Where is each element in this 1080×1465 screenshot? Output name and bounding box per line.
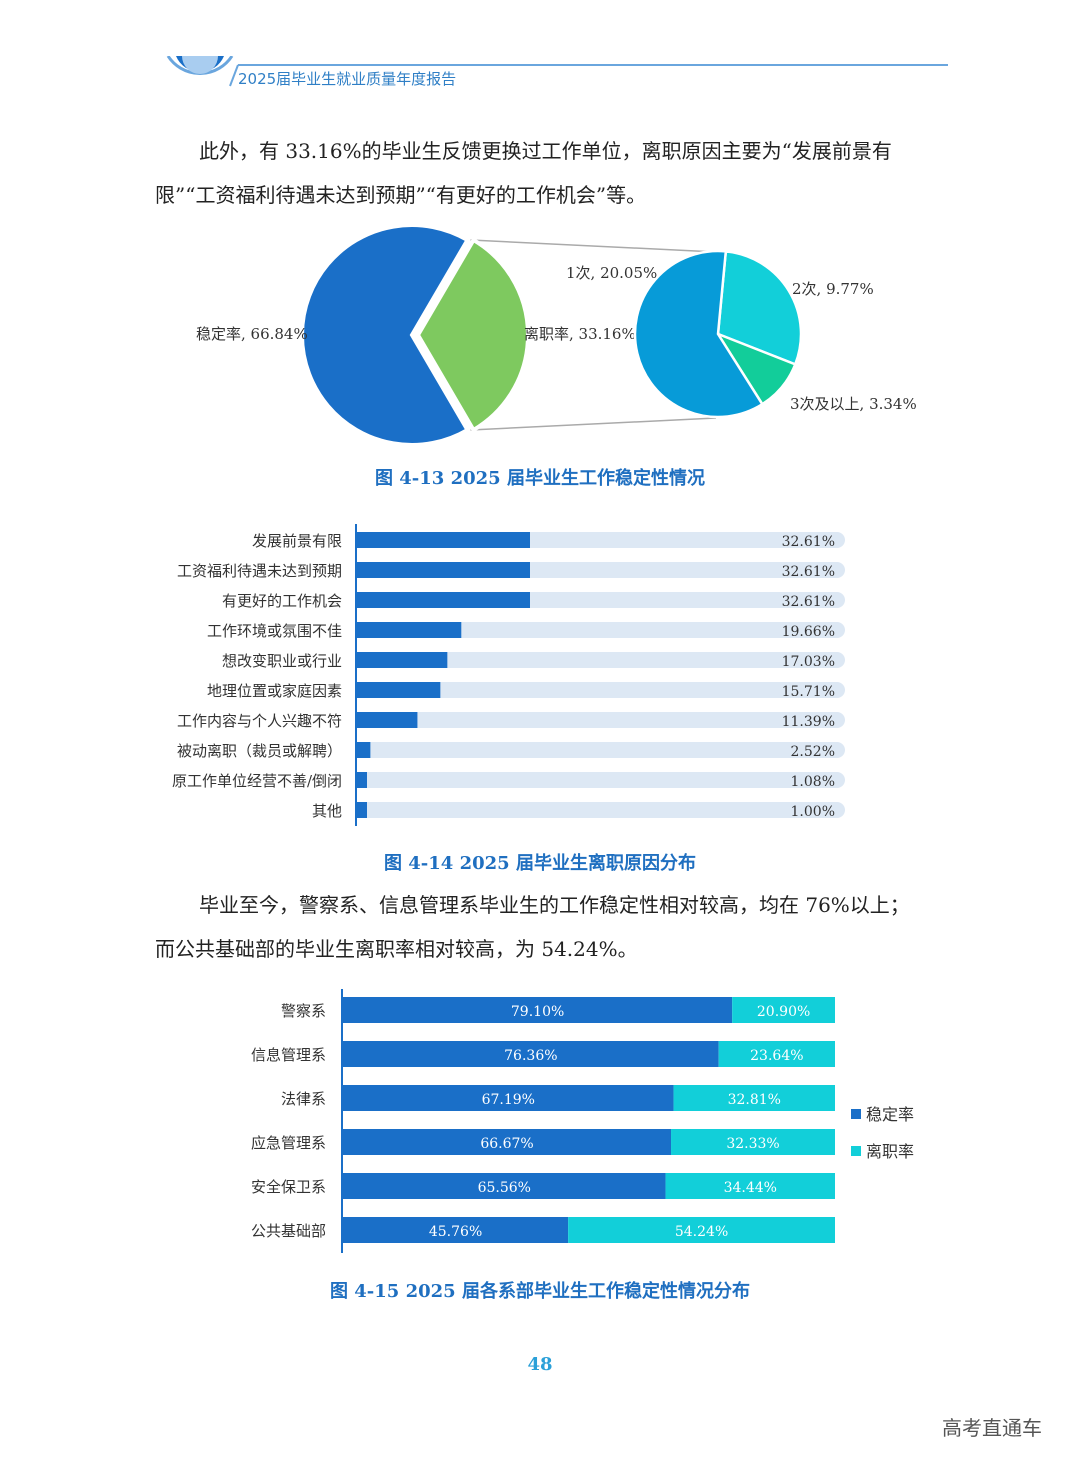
segment-label: 76.36% <box>504 1048 557 1064</box>
pie-slice-breakdown <box>716 250 803 366</box>
segment-label: 32.33% <box>726 1136 779 1152</box>
stacked-bar-segment <box>343 1173 666 1199</box>
stacked-bar-segment <box>732 997 835 1023</box>
stacked-bar-segment <box>343 997 733 1023</box>
stacked-bar-segment <box>665 1173 835 1199</box>
segment-label: 20.90% <box>757 1004 810 1020</box>
pie-label: 2次, 9.77% <box>792 280 874 298</box>
category-label: 有更好的工作机会 <box>222 592 342 610</box>
pie-label: 3次及以上, 3.34% <box>790 395 917 413</box>
figure-caption: 图 4-14 2025 届毕业生离职原因分布 <box>384 853 696 874</box>
page-number: 48 <box>527 1354 553 1375</box>
category-label: 法律系 <box>281 1090 326 1108</box>
header-decoration <box>166 56 948 87</box>
value-label: 19.66% <box>782 624 835 640</box>
bar <box>357 802 367 818</box>
bar-track <box>357 682 845 698</box>
pie-slice-stable <box>300 223 471 447</box>
paragraph-line: 此外，有 33.16%的毕业生反馈更换过工作单位，离职原因主要为“发展前景有 <box>199 139 892 163</box>
stability-pie-chart: 稳定率, 66.84% 离职率, 33.16% 2次, 9.77% 3次及以上, 3.… <box>196 223 917 447</box>
value-label: 2.52% <box>791 744 835 760</box>
category-label: 信息管理系 <box>251 1046 326 1064</box>
department-stacked-bar-chart: 警察系 79.10% 20.90% 信息管理系 76.36% 23.64% 法律系 67.19… <box>251 989 914 1253</box>
paragraph-line: 而公共基础部的毕业生离职率相对较高，为 54.24%。 <box>155 937 638 961</box>
category-label: 发展前景有限 <box>252 532 342 550</box>
value-label: 17.03% <box>782 654 835 670</box>
stacked-bar-segment <box>343 1129 672 1155</box>
segment-label: 54.24% <box>675 1224 728 1240</box>
segment-label: 66.67% <box>480 1136 533 1152</box>
bar-track <box>357 652 845 668</box>
stacked-bar-segment <box>343 1041 719 1067</box>
bar-track <box>357 742 845 758</box>
segment-label: 79.10% <box>511 1004 564 1020</box>
stacked-bar-segment <box>718 1041 835 1067</box>
bar <box>357 682 441 698</box>
category-label: 工作内容与个人兴趣不符 <box>177 712 342 730</box>
category-label: 安全保卫系 <box>251 1178 326 1196</box>
legend-swatch <box>851 1146 861 1156</box>
category-label: 原工作单位经营不善/倒闭 <box>172 772 342 790</box>
segment-label: 34.44% <box>724 1180 777 1196</box>
pie-label: 1次, 20.05% <box>566 264 657 282</box>
segment-label: 67.19% <box>482 1092 535 1108</box>
stacked-bar-segment <box>343 1085 674 1111</box>
bar <box>357 592 530 608</box>
bar-track <box>357 802 845 818</box>
category-label: 工资福利待遇未达到预期 <box>177 562 342 580</box>
bar <box>357 712 418 728</box>
paragraph-line: 毕业至今，警察系、信息管理系毕业生的工作稳定性相对较高，均在 76%以上； <box>199 893 910 917</box>
watermark: 高考直通车 <box>942 1416 1042 1440</box>
value-label: 32.61% <box>782 534 835 550</box>
reasons-bar-chart: 发展前景有限 32.61% 工资福利待遇未达到预期 32.61% 有更好的工作机会 32.… <box>172 524 845 826</box>
bar <box>357 622 462 638</box>
paragraph-line: 限”“工资福利待遇未达到预期”“有更好的工作机会”等。 <box>155 183 647 207</box>
pie-slice-breakdown <box>633 249 765 419</box>
pie-slice-leave <box>415 237 530 433</box>
category-label: 应急管理系 <box>251 1134 326 1152</box>
stacked-bar-segment <box>568 1217 835 1243</box>
legend-label: 离职率 <box>866 1142 914 1161</box>
segment-label: 23.64% <box>750 1048 803 1064</box>
segment-label: 65.56% <box>478 1180 531 1196</box>
bar <box>357 742 371 758</box>
legend-swatch <box>851 1109 861 1119</box>
legend-label: 稳定率 <box>866 1105 914 1124</box>
paragraph-1: 此外，有 33.16%的毕业生反馈更换过工作单位，离职原因主要为“发展前景有 限… <box>155 129 965 217</box>
figure-caption: 图 4-15 2025 届各系部毕业生工作稳定性情况分布 <box>330 1281 750 1302</box>
pie-label: 离职率, 33.16% <box>524 325 636 343</box>
category-label: 地理位置或家庭因素 <box>207 682 342 700</box>
value-label: 1.00% <box>791 804 835 820</box>
paragraph-2: 毕业至今，警察系、信息管理系毕业生的工作稳定性相对较高，均在 76%以上； 而公… <box>155 883 965 971</box>
category-label: 工作环境或氛围不佳 <box>207 622 342 640</box>
stacked-bar-segment <box>671 1129 835 1155</box>
bar-track <box>357 712 845 728</box>
bar <box>357 652 448 668</box>
connector-line <box>470 417 717 431</box>
segment-label: 45.76% <box>429 1224 482 1240</box>
value-label: 32.61% <box>782 594 835 610</box>
category-label: 公共基础部 <box>251 1222 326 1240</box>
bar <box>357 562 530 578</box>
bar-track <box>357 772 845 788</box>
bar <box>357 532 530 548</box>
header-title: 2025届毕业生就业质量年度报告 <box>238 70 457 88</box>
bar-track <box>357 622 845 638</box>
category-label: 其他 <box>312 802 342 820</box>
value-label: 11.39% <box>782 714 835 730</box>
connector-line <box>470 239 717 253</box>
stacked-bar-segment <box>343 1217 569 1243</box>
figure-caption: 图 4-13 2025 届毕业生工作稳定性情况 <box>375 468 705 489</box>
pie-label: 稳定率, 66.84% <box>196 325 308 343</box>
segment-label: 32.81% <box>728 1092 781 1108</box>
value-label: 1.08% <box>791 774 835 790</box>
value-label: 32.61% <box>782 564 835 580</box>
category-label: 警察系 <box>281 1002 326 1020</box>
value-label: 15.71% <box>782 684 835 700</box>
category-label: 被动离职（裁员或解聘） <box>177 742 342 760</box>
category-label: 想改变职业或行业 <box>222 652 342 670</box>
bar <box>357 772 367 788</box>
stacked-bar-segment <box>673 1085 835 1111</box>
